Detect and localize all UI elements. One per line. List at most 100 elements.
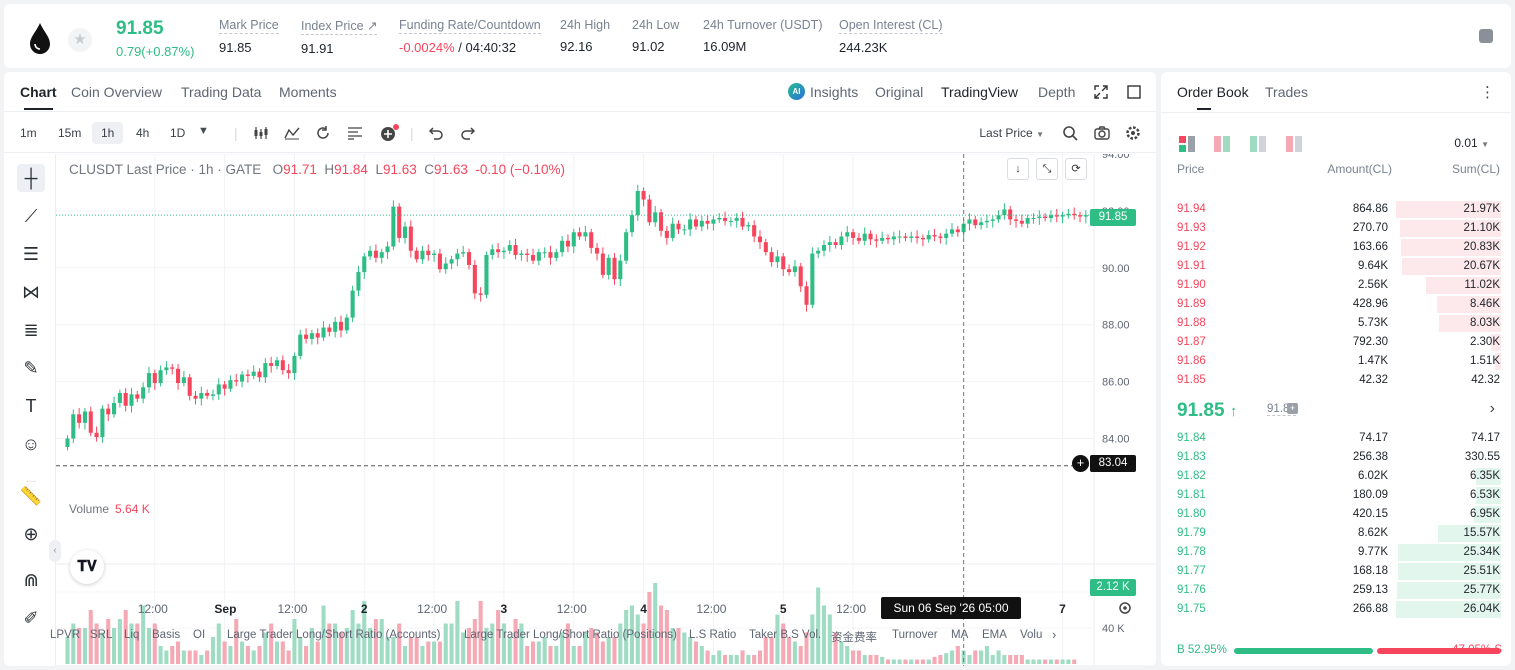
tab-coin-overview[interactable]: Coin Overview	[71, 84, 163, 100]
fib-retracement-icon[interactable]: ≣	[23, 320, 39, 340]
precision-select[interactable]: 0.01 ▼	[1454, 136, 1489, 150]
ask-row[interactable]: 91.86 1.47K 1.51K	[1161, 352, 1511, 371]
bid-row[interactable]: 91.79 8.62K 15.57K	[1161, 524, 1511, 543]
indicator-liq[interactable]: Liq	[124, 629, 140, 641]
refresh-icon[interactable]: ⟳	[1065, 158, 1087, 180]
zoom-in-icon[interactable]: ⊕	[23, 524, 39, 544]
stat-label[interactable]: Index Price ↗	[301, 19, 378, 35]
indicator-basis[interactable]: Basis	[152, 629, 181, 641]
timeframe-1h[interactable]: 1h	[92, 122, 124, 144]
indicator-lt-ls-positions[interactable]: Large Trader Long/Short Ratio (Positions…	[464, 629, 677, 641]
indicators-icon[interactable]	[284, 126, 300, 140]
indicator-lt-ls-accounts[interactable]: Large Trader Long/Short Ratio (Accounts)	[227, 629, 441, 641]
magnet-icon[interactable]: ⋒	[23, 570, 39, 590]
add-alert-icon[interactable]: +	[1072, 455, 1089, 472]
indicator-ema[interactable]: EMA	[982, 629, 1007, 641]
bid-row[interactable]: 91.77 168.18 25.51K	[1161, 562, 1511, 581]
ask-row[interactable]: 91.90 2.56K 11.02K	[1161, 276, 1511, 295]
tab-tradingview[interactable]: TradingView	[941, 84, 1019, 100]
tab-depth[interactable]: Depth	[1038, 84, 1076, 100]
bid-row[interactable]: 91.75 266.88 26.04K	[1161, 600, 1511, 619]
brush-icon[interactable]: ✎	[23, 358, 39, 378]
ask-row[interactable]: 91.88 5.73K 8.03K	[1161, 314, 1511, 333]
tab-trades[interactable]: Trades	[1265, 84, 1309, 100]
bid-row[interactable]: 91.76 259.13 25.77K	[1161, 581, 1511, 600]
tab-original[interactable]: Original	[875, 84, 924, 100]
indicator-lpvr[interactable]: LPVR	[50, 629, 81, 641]
collapse-sidebar-icon[interactable]: ‹	[49, 540, 61, 562]
horizontal-lines-icon[interactable]: ☰	[22, 244, 40, 264]
indicator-turnover[interactable]: Turnover	[892, 629, 938, 641]
text-tool-icon[interactable]: T	[25, 396, 37, 416]
ask-row[interactable]: 91.85 42.32 42.32	[1161, 371, 1511, 390]
indicator-taker-bs-vol[interactable]: Taker B.S Vol.	[749, 629, 822, 641]
tab-insights[interactable]: Insights	[810, 84, 859, 100]
search-icon[interactable]	[1062, 125, 1078, 141]
pencil-lock-icon[interactable]: ✐	[23, 608, 39, 628]
indicator-ma[interactable]: MA	[951, 629, 969, 641]
volume-bar	[240, 641, 245, 664]
price-source-select[interactable]: Last Price ▼	[979, 126, 1044, 140]
window-icon[interactable]	[1127, 85, 1141, 99]
settings-gear-icon[interactable]	[1125, 125, 1141, 141]
ask-row[interactable]: 91.93 270.70 21.10K	[1161, 219, 1511, 238]
volume-bar	[1019, 655, 1024, 664]
view-asks-icon[interactable]	[1286, 136, 1302, 152]
chevron-right-icon[interactable]: ›	[1052, 627, 1057, 642]
indicator-ls-ratio[interactable]: L.S Ratio	[689, 629, 737, 641]
tab-chart[interactable]: Chart	[20, 84, 57, 110]
tab-order-book[interactable]: Order Book	[1177, 84, 1249, 110]
bid-row[interactable]: 91.81 180.09 6.53K	[1161, 486, 1511, 505]
collapse-icon[interactable]: ⤡	[1036, 158, 1058, 180]
stat-label[interactable]: Open Interest (CL)	[839, 18, 943, 34]
timeframe-15m[interactable]: 15m	[58, 126, 82, 140]
ask-row[interactable]: 91.89 428.96 8.46K	[1161, 295, 1511, 314]
replay-icon[interactable]	[315, 125, 331, 141]
ask-row[interactable]: 91.94 864.86 21.97K	[1161, 200, 1511, 219]
view-bids-icon[interactable]	[1250, 136, 1266, 152]
stat-label[interactable]: Funding Rate/Countdown	[399, 18, 541, 34]
timeframe-1m[interactable]: 1m	[20, 126, 37, 140]
candle-type-icon[interactable]	[253, 126, 269, 140]
timeframe-4h[interactable]: 4h	[136, 126, 150, 140]
trendline-icon[interactable]: ⟋	[24, 206, 38, 226]
ask-row[interactable]: 91.91 9.64K 20.67K	[1161, 257, 1511, 276]
view-both-icon[interactable]	[1179, 136, 1195, 152]
indicator-srl[interactable]: SRL	[90, 629, 113, 641]
undo-icon[interactable]	[428, 126, 444, 140]
expand-icon[interactable]	[1094, 85, 1108, 99]
templates-icon[interactable]	[347, 126, 363, 140]
bid-row[interactable]: 91.78 9.77K 25.34K	[1161, 543, 1511, 562]
indicator-funding-rate[interactable]: 资金费率	[831, 632, 877, 644]
bid-row[interactable]: 91.80 420.15 6.95K	[1161, 505, 1511, 524]
book-icon[interactable]	[1479, 29, 1493, 43]
ask-row[interactable]: 91.87 792.30 2.30K	[1161, 333, 1511, 352]
view-buy-sell-icon[interactable]	[1214, 136, 1230, 152]
favorite-star-icon[interactable]: ★	[68, 28, 92, 52]
bid-row[interactable]: 91.82 6.02K 6.35K	[1161, 467, 1511, 486]
tab-moments[interactable]: Moments	[279, 84, 337, 100]
bid-row[interactable]: 91.83 256.38 330.55	[1161, 448, 1511, 467]
timeframe-1d[interactable]: 1D	[170, 126, 186, 140]
ai-insights-icon[interactable]: AI	[788, 83, 805, 100]
indicator-oi[interactable]: OI	[193, 629, 206, 641]
emoji-icon[interactable]: ☺	[21, 434, 41, 454]
crosshair-icon[interactable]: ┼	[17, 164, 45, 192]
camera-icon[interactable]	[1094, 125, 1110, 141]
pattern-icon[interactable]: ⋈	[22, 282, 40, 302]
more-options-icon[interactable]: ⋮	[1480, 84, 1495, 101]
ruler-icon[interactable]: 📏	[19, 486, 43, 506]
tab-trading-data[interactable]: Trading Data	[181, 84, 262, 100]
order-sum: 20.83K	[1463, 241, 1500, 253]
arrow-down-icon[interactable]: ↓	[1007, 158, 1029, 180]
axis-settings-icon[interactable]	[1117, 600, 1133, 616]
chevron-right-icon[interactable]: ›	[1489, 400, 1495, 417]
bid-row[interactable]: 91.84 74.17 74.17	[1161, 429, 1511, 448]
redo-icon[interactable]	[460, 126, 476, 140]
chevron-down-icon[interactable]: ▼	[198, 125, 209, 137]
indicator-volume[interactable]: Volu	[1020, 629, 1043, 641]
add-indicator-icon[interactable]	[380, 124, 400, 142]
stat-label[interactable]: Mark Price	[219, 18, 279, 34]
ask-row[interactable]: 91.92 163.66 20.83K	[1161, 238, 1511, 257]
